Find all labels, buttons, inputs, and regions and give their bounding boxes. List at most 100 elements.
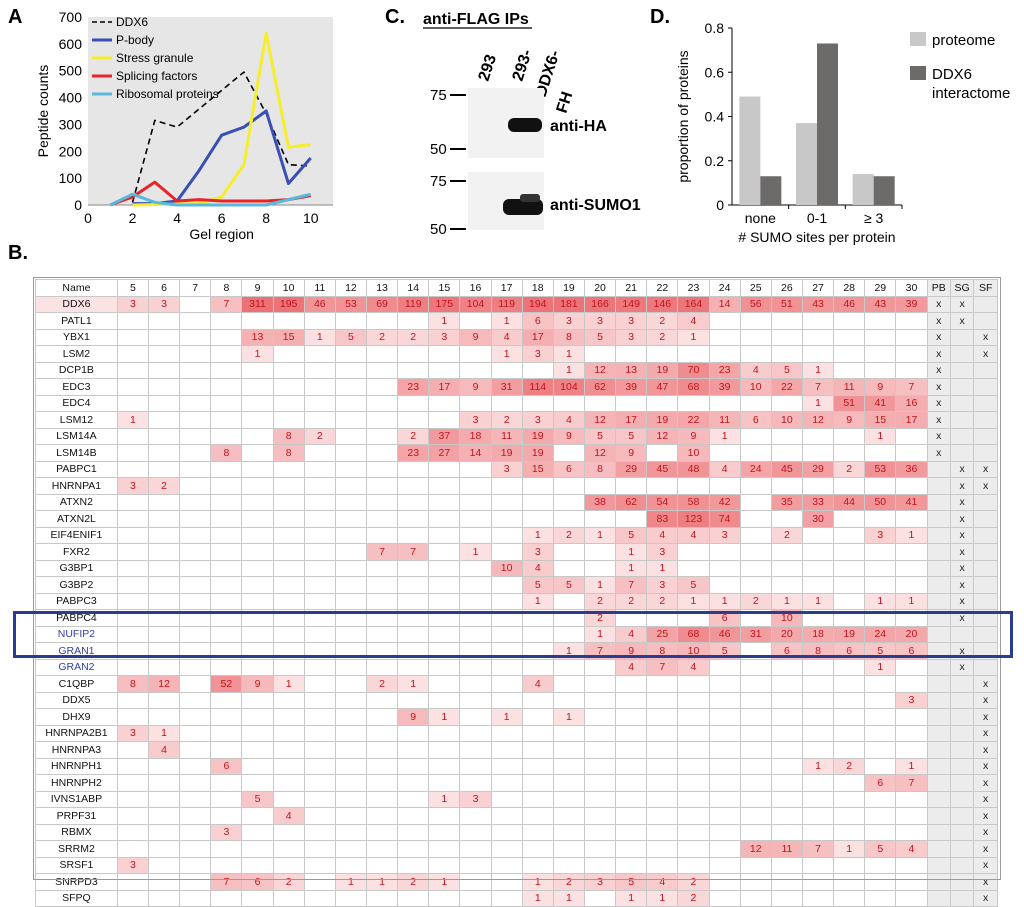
peptide-count-cell (241, 840, 274, 858)
peptide-count-cell (179, 477, 212, 495)
peptide-count-cell (397, 510, 430, 528)
peptide-count-cell (739, 856, 772, 874)
peptide-count-cell (241, 592, 274, 610)
peptide-count-cell (864, 691, 897, 709)
peptide-count-cell (583, 559, 617, 577)
peptide-count-cell (303, 394, 336, 412)
category-flag-cell: x (926, 295, 951, 313)
x-tick-label: 2 (129, 210, 137, 226)
peptide-count-cell (334, 724, 368, 742)
peptide-count-cell (583, 510, 617, 528)
peptide-count-cell (148, 609, 181, 627)
peptide-count-cell: 12 (583, 444, 617, 462)
peptide-count-cell: 1 (615, 559, 648, 577)
category-flag-cell: x (973, 873, 998, 891)
peptide-count-cell: 15 (521, 460, 554, 478)
peptide-count-cell (116, 345, 150, 363)
peptide-count-cell: 7 (210, 873, 243, 891)
peptide-count-cell (521, 609, 554, 627)
bar-proteome (796, 123, 817, 205)
protein-name: IVNS1ABP (35, 790, 118, 808)
table-row: GRAN1 1 7 9 8 10 5 6 8 6 5 6 x (35, 642, 998, 660)
legend-label: Ribosomal proteins (116, 87, 219, 101)
peptide-count-cell: 74 (708, 510, 741, 528)
peptide-count-cell (148, 790, 181, 808)
peptide-count-cell (116, 807, 150, 825)
peptide-count-cell (801, 345, 835, 363)
category-flag-cell (926, 625, 951, 643)
peptide-count-cell (210, 774, 243, 792)
peptide-count-cell (770, 691, 803, 709)
peptide-count-cell (428, 807, 461, 825)
category-flag-cell (973, 658, 998, 676)
peptide-count-cell (770, 724, 803, 742)
category-flag-cell (926, 823, 951, 841)
y-tick-label: 0.4 (705, 109, 725, 125)
table-row: SFPQ 1 1 1 1 2 x (35, 889, 998, 907)
category-flag-cell (949, 757, 975, 775)
peptide-count-cell: 149 (615, 295, 648, 313)
peptide-count-cell: 2 (490, 411, 523, 429)
table-row: HNRNPH2 6 7 x (35, 774, 998, 792)
peptide-count-cell: 1 (770, 592, 803, 610)
category-flag-cell (926, 675, 951, 693)
series-line-ribosomal-proteins (109, 192, 312, 207)
peptide-count-cell: 1 (864, 427, 897, 445)
peptide-count-cell (179, 642, 212, 660)
peptide-count-cell (428, 658, 461, 676)
peptide-count-cell (148, 807, 181, 825)
peptide-count-cell: 11 (770, 840, 803, 858)
table-row: LSM14A 8 2 2 37 18 11 19 9 5 5 12 9 1 1 x (35, 427, 998, 445)
peptide-count-cell: 43 (864, 295, 897, 313)
peptide-count-cell: 18 (801, 625, 835, 643)
peptide-count-cell: 9 (833, 411, 866, 429)
peptide-count-cell: 8 (116, 675, 150, 693)
peptide-count-cell (148, 691, 181, 709)
peptide-count-cell: 2 (833, 757, 866, 775)
peptide-count-cell (895, 790, 928, 808)
peptide-count-cell (552, 856, 585, 874)
peptide-count-cell (864, 741, 897, 759)
bar-interactome (873, 176, 895, 205)
peptide-count-cell (833, 691, 866, 709)
header-region: 30 (895, 279, 928, 297)
peptide-count-cell (833, 823, 866, 841)
peptide-count-cell (210, 312, 243, 330)
peptide-count-cell (552, 840, 585, 858)
peptide-count-cell (241, 823, 274, 841)
peptide-count-cell: 1 (303, 328, 336, 346)
peptide-count-cell (116, 790, 150, 808)
peptide-count-cell (397, 411, 430, 429)
peptide-count-cell: 1 (241, 345, 274, 363)
peptide-count-cell (272, 658, 305, 676)
peptide-count-cell (521, 708, 554, 726)
peptide-count-cell: 181 (552, 295, 585, 313)
category-flag-cell: x (973, 477, 998, 495)
peptide-count-cell: 9 (397, 708, 430, 726)
peptide-count-cell (179, 592, 212, 610)
peptide-count-cell (303, 345, 336, 363)
peptide-count-cell (770, 807, 803, 825)
peptide-count-cell (739, 807, 772, 825)
peptide-count-cell (895, 510, 928, 528)
peptide-count-cell (303, 411, 336, 429)
header-region: 10 (272, 279, 305, 297)
peptide-count-cell (552, 592, 585, 610)
peptide-count-cell (116, 576, 150, 594)
protein-name: HNRNPA3 (35, 741, 118, 759)
peptide-count-cell (334, 493, 368, 511)
peptide-count-cell (272, 394, 305, 412)
peptide-count-cell: 62 (615, 493, 648, 511)
peptide-count-cell (615, 840, 648, 858)
header-flag: SG (949, 279, 975, 297)
peptide-count-cell (303, 361, 336, 379)
category-flag-cell (926, 873, 951, 891)
peptide-count-cell (864, 889, 897, 907)
peptide-count-cell (615, 691, 648, 709)
peptide-count-cell (334, 477, 368, 495)
y-tick-label: 0 (74, 197, 82, 213)
peptide-count-cell: 12 (148, 675, 181, 693)
peptide-count-cell (552, 757, 585, 775)
peptide-count-cell (708, 856, 741, 874)
protein-name: PABPC3 (35, 592, 118, 610)
